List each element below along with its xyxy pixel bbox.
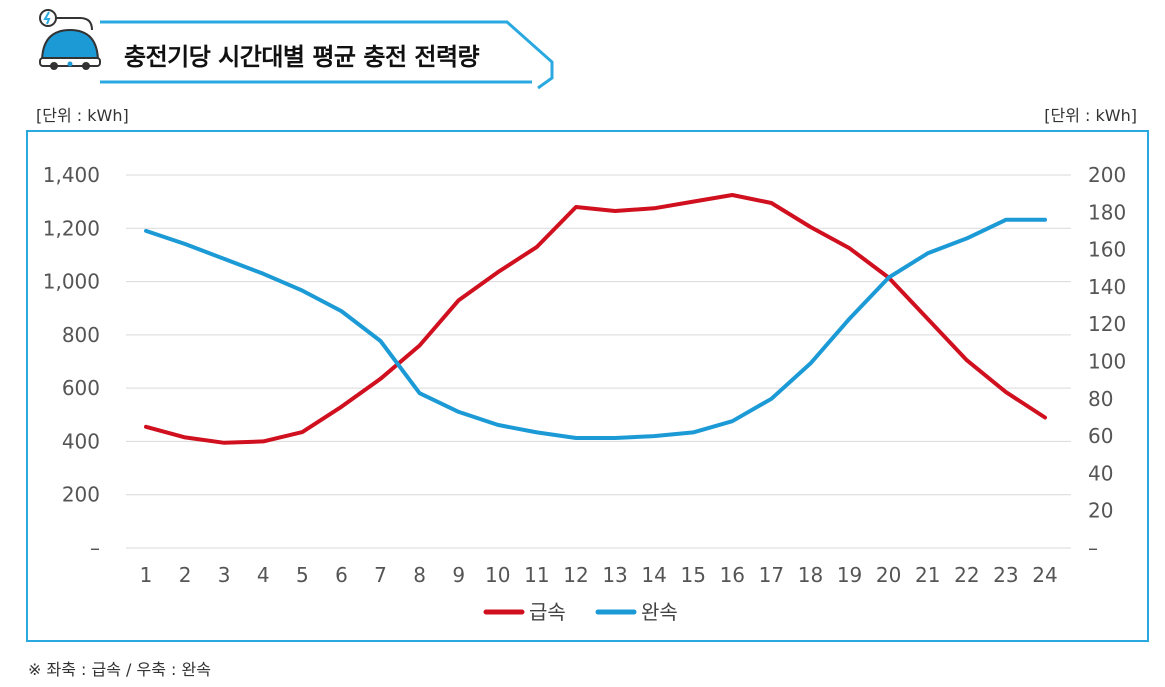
left-axis-tick-label: – — [90, 536, 100, 560]
x-axis-tick-label: 18 — [798, 563, 823, 587]
x-axis-tick-label: 22 — [954, 563, 979, 587]
x-axis-tick-label: 5 — [296, 563, 309, 587]
x-axis-tick-label: 1 — [140, 563, 153, 587]
series-line-fast — [144, 193, 1047, 445]
x-axis-tick-label: 20 — [876, 563, 901, 587]
left-axis-unit: [단위 : kWh] — [36, 106, 129, 125]
ev-charging-car-icon — [39, 9, 101, 70]
x-axis-tick-label: 17 — [759, 563, 784, 587]
chart-title: 충전기당 시간대별 평균 충전 전력량 — [124, 43, 480, 71]
header-frame — [39, 9, 554, 90]
chart-header: 충전기당 시간대별 평균 충전 전력량 — [0, 0, 600, 95]
legend-label: 완속 — [641, 600, 678, 624]
left-axis-tick-label: 1,400 — [43, 163, 100, 187]
series-line-slow — [144, 217, 1047, 440]
chart-frame: – 200 400 600 800 1,000 1,200 1,400 – 20 40 60 80 100… — [26, 130, 1149, 642]
x-axis-tick-label: 14 — [641, 563, 666, 587]
right-axis-tick-label: 100 — [1088, 350, 1126, 374]
right-axis-tick-label: 180 — [1088, 200, 1126, 224]
left-axis-tick-label: 200 — [62, 483, 100, 507]
x-axis-tick-label: 19 — [837, 563, 862, 587]
x-axis-tick-label: 10 — [485, 563, 510, 587]
x-axis-tick-label: 9 — [452, 563, 465, 587]
footnote: ※ 좌축 : 급속 / 우축 : 완속 — [28, 660, 211, 679]
x-axis-tick-label: 11 — [524, 563, 549, 587]
x-axis-tick-label: 2 — [179, 563, 192, 587]
right-axis-unit: [단위 : kWh] — [1044, 106, 1137, 125]
right-axis-tick-label: 140 — [1088, 275, 1126, 299]
right-axis-tick-label: 80 — [1088, 387, 1113, 411]
right-axis-tick-label: 160 — [1088, 238, 1126, 262]
x-axis-tick-label: 21 — [915, 563, 940, 587]
right-axis-tick-label: – — [1088, 536, 1098, 560]
left-axis-tick-label: 800 — [62, 323, 100, 347]
right-axis-tick-label: 60 — [1088, 424, 1113, 448]
x-axis-tick-label: 13 — [602, 563, 627, 587]
right-axis-tick-label: 120 — [1088, 312, 1126, 336]
right-axis-tick-label: 40 — [1088, 461, 1113, 485]
right-axis-tick-label: 200 — [1088, 163, 1126, 187]
line-chart: – 200 400 600 800 1,000 1,200 1,400 – 20 40 60 80 100… — [43, 163, 1126, 624]
right-axis-tick-label: 20 — [1088, 499, 1113, 523]
x-axis-tick-label: 16 — [720, 563, 745, 587]
left-axis-tick-label: 600 — [62, 376, 100, 400]
left-axis-tick-label: 400 — [62, 429, 100, 453]
x-axis-tick-label: 4 — [257, 563, 270, 587]
x-axis-tick-label: 6 — [335, 563, 348, 587]
x-axis-tick-label: 23 — [993, 563, 1018, 587]
left-axis-tick-label: 1,200 — [43, 216, 100, 240]
x-axis-tick-label: 12 — [563, 563, 588, 587]
x-axis-tick-label: 15 — [680, 563, 705, 587]
x-axis-tick-label: 24 — [1032, 563, 1057, 587]
left-axis-tick-label: 1,000 — [43, 270, 100, 294]
x-axis-tick-label: 7 — [374, 563, 387, 587]
x-axis-tick-label: 3 — [218, 563, 231, 587]
x-axis-tick-label: 8 — [413, 563, 426, 587]
legend-label: 급속 — [529, 600, 566, 624]
